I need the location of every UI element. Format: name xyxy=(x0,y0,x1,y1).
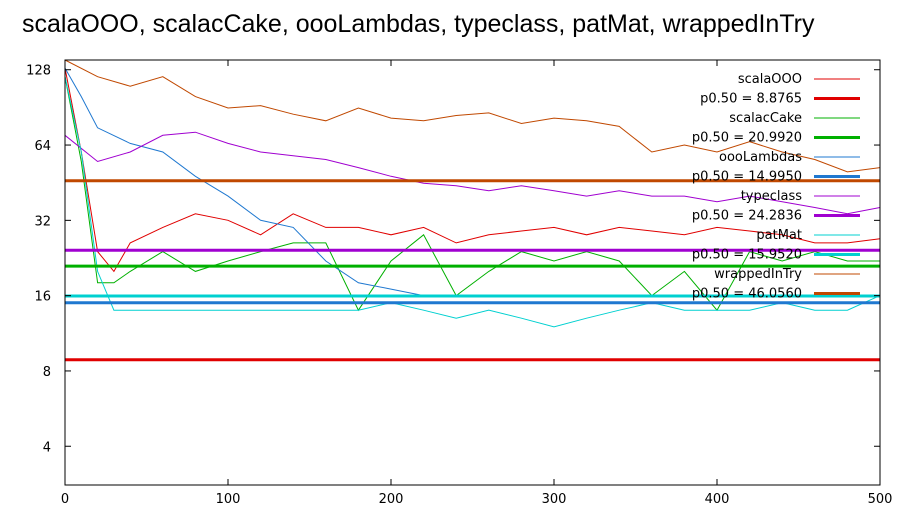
series-line-wrappedInTry xyxy=(64,59,881,173)
y-tick-label: 32 xyxy=(34,214,51,229)
legend-label-median-scalacCake: p0.50 = 20.9920 xyxy=(692,131,802,146)
x-tick-label: 100 xyxy=(216,492,241,507)
legend-label-wrappedInTry: wrappedInTry xyxy=(714,267,802,282)
tick-layer: 0 100 200 300 400 500 4 8 16 32 64 128 xyxy=(26,60,892,507)
y-tick-label: 64 xyxy=(34,139,51,154)
x-tick-label: 400 xyxy=(705,492,730,507)
y-tick-label: 8 xyxy=(43,365,51,380)
legend-label-patMat: patMat xyxy=(756,228,802,243)
x-tick-label: 500 xyxy=(868,492,893,507)
x-tick-label: 200 xyxy=(379,492,404,507)
y-tick-label: 128 xyxy=(26,64,51,79)
legend: scalaOOO p0.50 = 8.8765 scalacCake p0.50 = … xyxy=(692,72,860,302)
y-tick-label: 4 xyxy=(43,440,51,455)
plot-frame xyxy=(64,59,881,486)
x-tick-label: 300 xyxy=(542,492,567,507)
legend-label-median-wrappedInTry: p0.50 = 46.0560 xyxy=(692,287,802,302)
reference-lines-layer xyxy=(65,179,880,362)
y-tick-label: 16 xyxy=(34,290,51,305)
series-line-patMat xyxy=(64,76,881,328)
legend-label-oooLambdas: oooLambdas xyxy=(719,150,802,165)
legend-label-scalacCake: scalacCake xyxy=(729,111,802,126)
legend-label-median-patMat: p0.50 = 15.9520 xyxy=(692,248,802,263)
legend-label-median-typeclass: p0.50 = 24.2836 xyxy=(692,209,802,224)
chart-title: scalaOOO, scalacCake, oooLambdas, typecl… xyxy=(22,10,815,38)
legend-label-typeclass: typeclass xyxy=(741,189,803,204)
series-line-typeclass xyxy=(64,131,881,215)
legend-label-median-oooLambdas: p0.50 = 14.9950 xyxy=(692,170,802,185)
x-tick-label: 0 xyxy=(61,492,69,507)
legend-label-scalaOOO: scalaOOO xyxy=(738,72,802,87)
legend-label-median-scalaOOO: p0.50 = 8.8765 xyxy=(700,92,802,107)
series-line-scalaOOO xyxy=(64,68,881,273)
